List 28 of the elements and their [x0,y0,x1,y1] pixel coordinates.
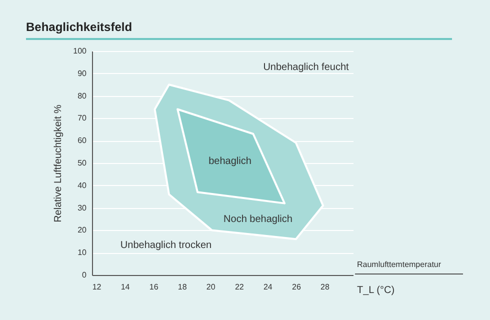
x2-axis-title: T_L (°C) [357,285,395,296]
annotation: Unbehaglich trocken [120,240,212,251]
y-tick-label: 80 [78,91,88,100]
y-tick-label: 0 [82,270,88,280]
chart-title: Behaglichkeitsfeld [26,20,132,34]
y-tick-label: 70 [78,114,88,123]
x-tick-label: 16 [149,282,159,292]
y-tick-label: 40 [78,180,88,190]
x-tick-label: 18 [178,282,188,292]
y-tick-label: 60 [78,136,88,146]
x-tick-label: 26 [292,282,302,292]
y-tick-label: 100 [73,46,88,56]
x-tick-label: 12 [92,282,102,292]
annotation: Unbehaglich feucht [263,62,350,73]
annotation: behaglich [208,156,252,167]
x-tick-label: 24 [263,282,273,292]
x-tick-label: 28 [320,282,330,292]
y-tick-label: 20 [78,226,88,235]
y-tick-label: 30 [78,203,88,212]
y-tick-label: 50 [78,158,88,168]
x-tick-label: 20 [206,282,216,292]
x-tick-label: 22 [234,282,244,292]
annotation: Noch behaglich [224,214,292,225]
y-axis-title: Relative Luftfeuchtigkeit % [53,104,64,222]
y-tick-label: 10 [78,248,88,258]
y-tick-label: 90 [78,68,88,78]
x-tick-label: 14 [120,282,130,292]
x-axis-title: Raumlufttemtemperatur [357,260,442,269]
